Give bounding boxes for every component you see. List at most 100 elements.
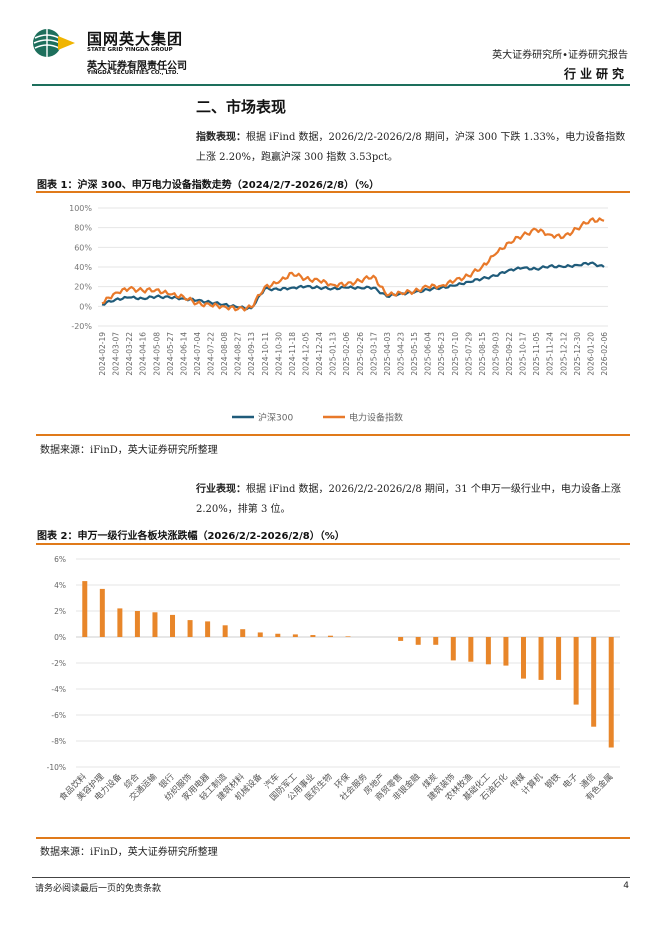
- x-tick-label: 2025-10-17: [519, 332, 528, 376]
- bar: [591, 637, 597, 727]
- logo-group-name-en: STATE GRID YINGDA GROUP: [87, 47, 173, 53]
- bar: [187, 620, 193, 637]
- x-tick-label: 2025-05-15: [410, 332, 419, 376]
- paragraph-index-performance: 指数表现：根据 iFind 数据，2026/2/2-2026/2/8 期间，沪深…: [196, 128, 626, 168]
- x-tick-label: 2024-03-22: [125, 332, 134, 376]
- figure1-bottom-rule: [36, 434, 630, 436]
- x-tick-label: 2025-09-03: [491, 332, 500, 376]
- x-tick-label: 2025-04-03: [383, 332, 392, 376]
- bar: [573, 637, 579, 705]
- x-tick-label: 2025-03-17: [369, 332, 378, 376]
- x-tick-label: 2025-01-13: [329, 332, 338, 376]
- report-section: 行业研究: [563, 67, 628, 81]
- y-tick-label: -20%: [71, 322, 92, 331]
- y-tick-label: -8%: [51, 737, 66, 746]
- paragraph-text: 根据 iFind 数据，2026/2/2-2026/2/8 期间，沪深 300 …: [196, 132, 626, 163]
- section-title: 二、市场表现: [196, 98, 287, 116]
- x-tick-label: 2024-12-05: [302, 332, 311, 376]
- figure2-bottom-rule: [36, 837, 630, 839]
- bar: [415, 637, 421, 645]
- x-tick-label: 2026-01-20: [586, 332, 595, 376]
- bar: [398, 637, 404, 641]
- figure1-top-rule: [36, 191, 630, 193]
- footer-divider: [32, 877, 630, 878]
- bar: [327, 635, 333, 637]
- bar: [310, 635, 316, 637]
- x-tick-label: 2025-11-05: [532, 332, 541, 376]
- x-tick-label: 2024-02-19: [98, 332, 107, 376]
- bar: [520, 637, 526, 679]
- x-tick-label: 2025-11-24: [546, 332, 555, 376]
- x-tick-label: 2025-12-30: [573, 332, 582, 376]
- bar: [134, 611, 140, 637]
- x-tick-label: 2025-07-10: [451, 332, 460, 376]
- y-tick-label: -10%: [47, 763, 66, 772]
- logo-group-name: 国网英大集团: [87, 30, 184, 48]
- bar: [292, 634, 298, 637]
- y-tick-label: 80%: [74, 224, 92, 233]
- bar: [152, 612, 158, 637]
- bar: [240, 629, 246, 637]
- figure1-title: 图表 1：沪深 300、申万电力设备指数走势（2024/2/7-2026/2/8…: [37, 180, 380, 191]
- x-tick-label: 2025-12-12: [559, 332, 568, 376]
- report-type: 英大证券研究所•证券研究报告: [492, 50, 628, 61]
- page-number: 4: [623, 881, 629, 891]
- x-tick-label: 2024-08-27: [234, 332, 243, 376]
- x-tick-label: 电子: [560, 771, 580, 791]
- legend-label: 沪深300: [258, 412, 293, 424]
- x-tick-label: 2024-06-14: [179, 332, 188, 376]
- bar: [257, 632, 263, 637]
- company-logo-icon: [33, 29, 75, 57]
- bar-chart: 6%4%2%0%-2%-4%-6%-8%-10%食品饮料美容护理电力设备综合交通…: [47, 555, 620, 803]
- x-tick-label: 2025-02-26: [356, 332, 365, 376]
- x-tick-label: 2025-02-06: [342, 332, 351, 376]
- bar: [538, 637, 544, 680]
- x-tick-label: 2025-04-23: [396, 332, 405, 376]
- x-tick-label: 2025-06-23: [437, 332, 446, 376]
- bar: [205, 621, 211, 637]
- paragraph-label: 指数表现：: [196, 132, 246, 143]
- bar: [433, 637, 439, 645]
- y-tick-label: -2%: [51, 659, 66, 668]
- y-tick-label: -4%: [51, 685, 66, 694]
- bar: [450, 637, 456, 661]
- bar: [99, 588, 105, 637]
- x-tick-label: 2025-06-04: [424, 332, 433, 376]
- legend-label: 电力设备指数: [349, 412, 403, 424]
- bar: [82, 581, 88, 637]
- bar: [556, 637, 562, 680]
- x-tick-label: 2024-08-08: [220, 332, 229, 376]
- x-tick-label: 2024-10-30: [274, 332, 283, 376]
- bar: [485, 637, 491, 665]
- bar: [503, 637, 509, 666]
- footer-disclaimer: 请务必阅读最后一页的免责条款: [35, 884, 162, 894]
- figure2-top-rule: [36, 543, 630, 545]
- x-tick-label: 2024-03-07: [112, 332, 121, 376]
- x-tick-label: 2025-08-15: [478, 332, 487, 376]
- y-tick-label: 100%: [69, 204, 92, 213]
- y-tick-label: 60%: [74, 243, 92, 252]
- x-tick-label: 2024-12-24: [315, 332, 324, 376]
- x-tick-label: 2024-05-08: [152, 332, 161, 376]
- y-tick-label: 4%: [54, 581, 66, 590]
- figure2-title: 图表 2：申万一级行业各板块涨跌幅（2026/2/2-2026/2/8）（%）: [37, 531, 345, 542]
- x-tick-label: 2024-05-27: [166, 332, 175, 376]
- bar: [345, 636, 351, 637]
- bar: [117, 608, 123, 637]
- paragraph-industry-performance: 行业表现：根据 iFind 数据，2026/2/2-2026/2/8 期间，31…: [196, 480, 626, 520]
- bar: [468, 637, 474, 662]
- figure2-source: 数据来源：iFinD，英大证券研究所整理: [40, 847, 218, 858]
- x-tick-label: 2024-10-11: [261, 332, 270, 376]
- bar: [170, 614, 176, 637]
- y-tick-label: 2%: [54, 607, 66, 616]
- x-tick-label: 2024-07-22: [207, 332, 216, 376]
- y-tick-label: 6%: [54, 555, 66, 564]
- company-name: 英大证券有限责任公司: [87, 61, 187, 72]
- x-tick-label: 2025-09-22: [505, 332, 514, 376]
- bar: [608, 637, 614, 748]
- line-chart: -20% 0% 20% 40% 60% 80% 100% 2024-02-19 2024-03-…: [69, 204, 609, 424]
- company-name-en: YINGDA SECURITIES CO., LTD.: [87, 70, 179, 76]
- x-tick-label: 钢铁: [543, 771, 563, 791]
- figure1-source: 数据来源：iFinD，英大证券研究所整理: [40, 445, 218, 456]
- bar: [275, 633, 281, 637]
